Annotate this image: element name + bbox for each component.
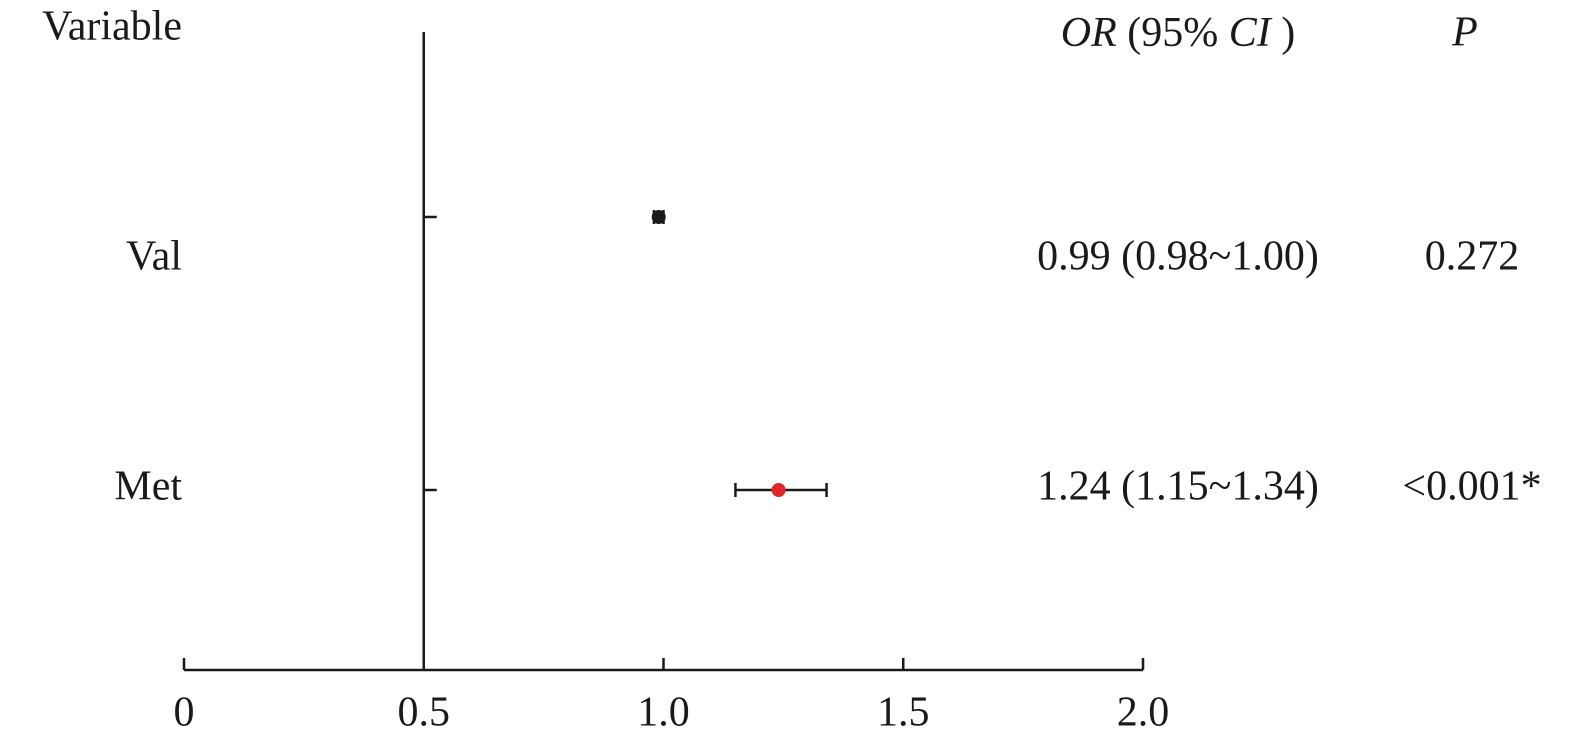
x-tick-label: 0 — [174, 690, 195, 736]
point — [771, 483, 786, 497]
x-tick-label: 1.5 — [877, 690, 930, 736]
row-label: Val — [126, 234, 182, 280]
header-or: OR — [1061, 10, 1117, 56]
header-ci-open: (95% — [1127, 10, 1218, 56]
header-ci: CI — [1229, 10, 1273, 56]
header-or-ci: OR (95% CI ) — [1061, 10, 1295, 56]
or-ci-label: 0.99 (0.98~1.00) — [1037, 234, 1319, 280]
point — [651, 210, 666, 224]
header-ci-close: ) — [1281, 10, 1295, 56]
or-ci-label: 1.24 (1.15~1.34) — [1037, 464, 1319, 510]
header-p: P — [1451, 10, 1478, 56]
x-tick-label: 0.5 — [398, 690, 451, 736]
p-value: <0.001* — [1402, 464, 1541, 510]
x-tick-label: 1.0 — [637, 690, 690, 736]
row-label: Met — [114, 464, 182, 510]
x-tick-label: 2.0 — [1117, 690, 1170, 736]
p-value: 0.272 — [1425, 234, 1520, 280]
header-variable: Variable — [42, 4, 182, 50]
